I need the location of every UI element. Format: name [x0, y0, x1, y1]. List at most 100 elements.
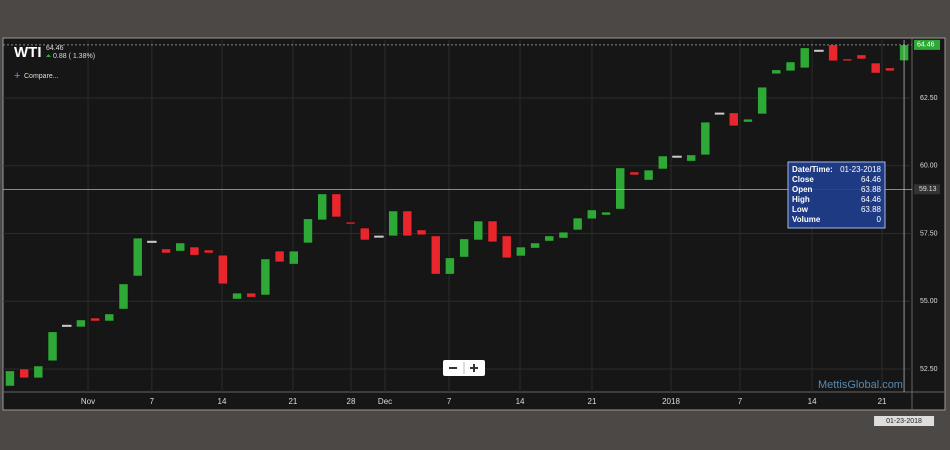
symbol: WTI	[14, 44, 42, 61]
tooltip-value: 64.46	[861, 175, 882, 184]
compare-link[interactable]: Compare...	[24, 73, 59, 80]
tooltip-value: 64.46	[861, 195, 882, 204]
candle-body	[246, 292, 256, 298]
candle-body	[104, 313, 115, 322]
candle-body	[658, 155, 668, 170]
candle-body	[402, 210, 413, 237]
last-price-label: 64.46	[917, 42, 935, 49]
x-tick-label: 21	[288, 397, 297, 406]
y-tick-label: 62.50	[920, 95, 938, 102]
x-tick-label: 14	[218, 397, 227, 406]
zoom-controls	[443, 360, 485, 376]
watermark: MettisGlobal.com	[818, 379, 903, 391]
up-arrow	[46, 54, 51, 57]
candle-body	[672, 155, 682, 158]
tooltip-label: Open	[792, 185, 813, 194]
x-tick-label: 14	[516, 397, 525, 406]
candle-body	[516, 246, 526, 257]
candle-body	[388, 210, 398, 237]
candle-body	[885, 67, 895, 72]
tooltip-value: 63.88	[861, 205, 882, 214]
candle-body	[530, 242, 540, 249]
x-tick-label: 7	[150, 397, 155, 406]
tooltip-label: Low	[792, 205, 809, 214]
tooltip-label: Close	[792, 175, 814, 184]
crosshair-x-box	[874, 416, 935, 426]
x-tick-label: 7	[738, 397, 743, 406]
candle-body	[757, 86, 767, 115]
crosshair-y-box	[914, 184, 940, 195]
tooltip	[787, 161, 886, 229]
plus-icon[interactable]: +	[14, 70, 20, 82]
y-tick-label: 52.50	[920, 366, 938, 373]
candle-body	[799, 47, 810, 69]
candle-body	[785, 61, 796, 72]
crosshair-x-label: 01-23-2018	[886, 418, 922, 425]
candle-body	[274, 250, 285, 263]
x-tick-label: 7	[447, 397, 452, 406]
candle-body	[601, 211, 611, 216]
crosshair-y-label: 59.13	[919, 186, 937, 193]
candle-body	[76, 319, 86, 328]
candle-body	[686, 154, 696, 162]
candle-body	[132, 237, 143, 277]
tooltip-value: 01-23-2018	[840, 165, 881, 174]
y-tick-label: 57.50	[920, 230, 938, 237]
candle-body	[473, 220, 484, 241]
candle-body	[5, 370, 15, 387]
candle-body	[189, 246, 200, 256]
candle-body	[260, 258, 271, 296]
candle-body	[572, 217, 583, 231]
candle-body	[218, 254, 228, 285]
plus-icon	[470, 364, 478, 372]
candle-body	[445, 257, 455, 275]
candle-body	[19, 368, 29, 379]
candle-body	[331, 193, 342, 218]
candle-body	[90, 317, 100, 322]
candle-body	[544, 235, 555, 242]
candle-body	[61, 324, 72, 327]
candle-body	[728, 112, 739, 127]
candle-body	[360, 227, 370, 241]
tooltip-label: Volume	[792, 215, 821, 224]
y-tick-label: 55.00	[920, 298, 938, 305]
candle-body	[33, 365, 44, 379]
candle-body	[700, 121, 711, 156]
candle-body	[629, 171, 640, 176]
last-price: 64.46	[46, 45, 64, 52]
x-tick-label: 2018	[662, 397, 680, 406]
candle-body	[743, 118, 753, 123]
candle-body	[558, 231, 569, 239]
candle-body	[317, 193, 327, 221]
x-tick-label: Nov	[81, 397, 95, 406]
x-tick-label: 28	[347, 397, 356, 406]
tooltip-label: Date/Time:	[792, 165, 833, 174]
candle-body	[814, 49, 824, 52]
candle-body	[147, 240, 157, 243]
candle-body	[615, 167, 625, 210]
last-price-box	[914, 39, 940, 50]
tooltip-label: High	[792, 195, 810, 204]
candle-body	[374, 235, 384, 238]
x-tick-label: Dec	[378, 397, 392, 406]
candle-body	[856, 54, 867, 60]
candle-body	[118, 283, 129, 310]
candle-body	[289, 250, 299, 265]
x-tick-label: 21	[588, 397, 597, 406]
x-tick-label: 14	[808, 397, 817, 406]
candle-body	[459, 238, 469, 258]
candle-body	[232, 292, 242, 300]
tooltip-value: 63.88	[861, 185, 882, 194]
candle-body	[345, 221, 356, 225]
tooltip-value: 0	[877, 215, 882, 224]
candle-body	[47, 331, 58, 362]
candle-body	[714, 112, 725, 115]
candle-body	[828, 44, 838, 62]
candle-body	[643, 169, 654, 181]
y-tick-label: 60.00	[920, 163, 938, 170]
candle-body	[175, 242, 186, 252]
candle-body	[161, 248, 171, 254]
candle-body	[501, 235, 512, 259]
candle-body	[587, 209, 597, 220]
